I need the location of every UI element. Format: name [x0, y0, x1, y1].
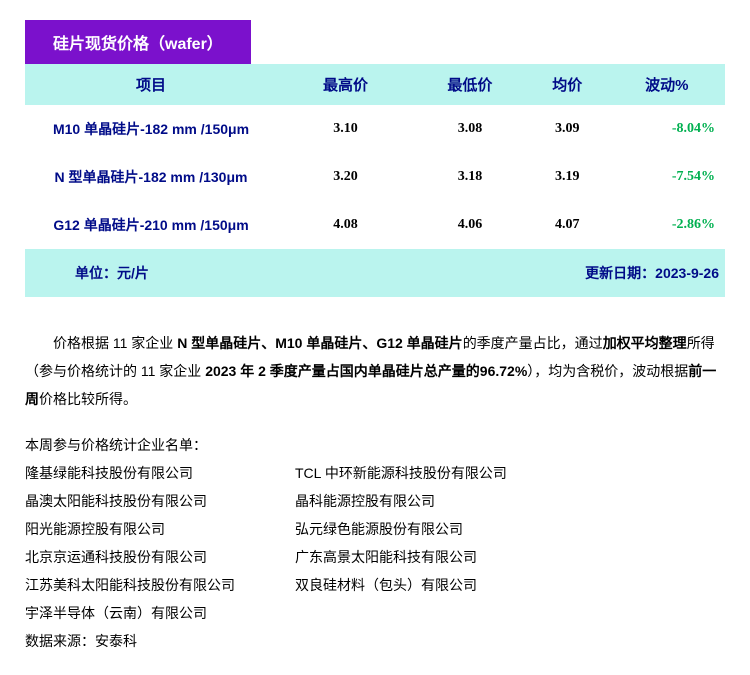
footer-row: 单位：元/片 更新日期：2023-9-26	[25, 249, 725, 297]
company-item: 晶科能源控股有限公司	[295, 487, 507, 515]
row-low: 3.18	[414, 153, 526, 201]
company-item: 双良硅材料（包头）有限公司	[295, 571, 507, 599]
row-high: 4.08	[277, 201, 414, 249]
company-col-right: TCL 中环新能源科技股份有限公司 晶科能源控股有限公司 弘元绿色能源股份有限公…	[295, 459, 507, 627]
company-item: 宇泽半导体（云南）有限公司	[25, 599, 235, 627]
company-item: 北京京运通科技股份有限公司	[25, 543, 235, 571]
company-list-title: 本周参与价格统计企业名单：	[25, 431, 725, 459]
table-row: M10 单晶硅片-182 mm /150μm 3.10 3.08 3.09 -8…	[25, 105, 725, 153]
para-text: ），均为含税价，波动根据	[527, 363, 688, 379]
para-bold: 2023 年 2 季度产量占国内单晶硅片总产量的96.72%	[205, 363, 527, 379]
company-item: TCL 中环新能源科技股份有限公司	[295, 459, 507, 487]
row-name: N 型单晶硅片-182 mm /130μm	[25, 153, 277, 201]
para-text: 的季度产量占比，通过	[463, 335, 603, 351]
header-row: 项目 最高价 最低价 均价 波动%	[25, 64, 725, 105]
company-item: 弘元绿色能源股份有限公司	[295, 515, 507, 543]
company-item: 江苏美科太阳能科技股份有限公司	[25, 571, 235, 599]
para-text: 价格根据 11 家企业	[53, 335, 177, 351]
row-change: -7.54%	[609, 153, 725, 201]
row-name: M10 单晶硅片-182 mm /150μm	[25, 105, 277, 153]
col-change: 波动%	[609, 64, 725, 105]
row-name: G12 单晶硅片-210 mm /150μm	[25, 201, 277, 249]
company-item: 晶澳太阳能科技股份有限公司	[25, 487, 235, 515]
row-high: 3.20	[277, 153, 414, 201]
unit-label: 单位：元/片	[25, 249, 414, 297]
table-row: G12 单晶硅片-210 mm /150μm 4.08 4.06 4.07 -2…	[25, 201, 725, 249]
col-high: 最高价	[277, 64, 414, 105]
col-item: 项目	[25, 64, 277, 105]
row-low: 3.08	[414, 105, 526, 153]
row-change: -8.04%	[609, 105, 725, 153]
row-avg: 3.09	[526, 105, 609, 153]
description-paragraph: 价格根据 11 家企业 N 型单晶硅片、M10 单晶硅片、G12 单晶硅片的季度…	[25, 329, 725, 413]
company-col-left: 隆基绿能科技股份有限公司 晶澳太阳能科技股份有限公司 阳光能源控股有限公司 北京…	[25, 459, 235, 627]
row-change: -2.86%	[609, 201, 725, 249]
data-source: 数据来源：安泰科	[25, 627, 725, 655]
table-title: 硅片现货价格（wafer）	[25, 20, 251, 64]
para-bold: N 型单晶硅片、M10 单晶硅片、G12 单晶硅片	[177, 335, 462, 351]
para-text: 价格比较所得。	[39, 391, 137, 407]
col-avg: 均价	[526, 64, 609, 105]
col-low: 最低价	[414, 64, 526, 105]
price-table: 项目 最高价 最低价 均价 波动% M10 单晶硅片-182 mm /150μm…	[25, 64, 725, 297]
row-avg: 4.07	[526, 201, 609, 249]
table-row: N 型单晶硅片-182 mm /130μm 3.20 3.18 3.19 -7.…	[25, 153, 725, 201]
company-item: 广东高景太阳能科技有限公司	[295, 543, 507, 571]
company-item: 阳光能源控股有限公司	[25, 515, 235, 543]
company-item: 隆基绿能科技股份有限公司	[25, 459, 235, 487]
para-bold: 加权平均整理	[603, 335, 687, 351]
company-columns: 隆基绿能科技股份有限公司 晶澳太阳能科技股份有限公司 阳光能源控股有限公司 北京…	[25, 459, 725, 627]
row-low: 4.06	[414, 201, 526, 249]
row-avg: 3.19	[526, 153, 609, 201]
update-date: 更新日期：2023-9-26	[414, 249, 725, 297]
row-high: 3.10	[277, 105, 414, 153]
